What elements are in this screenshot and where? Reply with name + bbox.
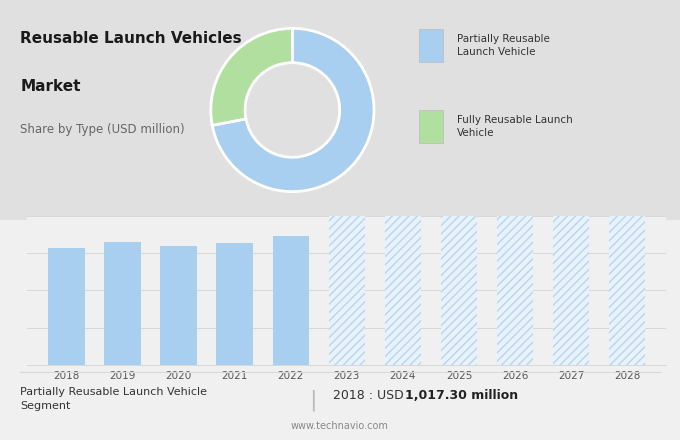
Text: Reusable Launch Vehicles: Reusable Launch Vehicles	[20, 31, 242, 46]
Text: 2018 : USD: 2018 : USD	[333, 389, 408, 403]
Wedge shape	[212, 29, 374, 191]
Bar	[104, 242, 141, 365]
Text: Market: Market	[20, 79, 81, 94]
Text: Share by Type (USD million): Share by Type (USD million)	[20, 123, 185, 136]
Bar	[609, 216, 645, 365]
FancyBboxPatch shape	[419, 29, 443, 62]
Wedge shape	[211, 29, 292, 125]
Bar	[385, 216, 421, 365]
Text: Fully Reusable Launch
Vehicle: Fully Reusable Launch Vehicle	[457, 115, 573, 138]
Bar	[160, 246, 197, 365]
Text: |: |	[309, 389, 317, 411]
Bar	[553, 216, 590, 365]
Bar	[48, 248, 85, 365]
Bar	[216, 242, 253, 365]
Text: Partially Reusable Launch Vehicle
Segment: Partially Reusable Launch Vehicle Segmen…	[20, 387, 207, 411]
Bar	[328, 216, 365, 365]
Text: www.technavio.com: www.technavio.com	[291, 421, 389, 431]
FancyBboxPatch shape	[419, 110, 443, 143]
Bar	[497, 216, 533, 365]
Text: 1,017.30 million: 1,017.30 million	[405, 389, 517, 403]
Bar	[273, 236, 309, 365]
Bar	[441, 216, 477, 365]
Text: Partially Reusable
Launch Vehicle: Partially Reusable Launch Vehicle	[457, 33, 550, 57]
